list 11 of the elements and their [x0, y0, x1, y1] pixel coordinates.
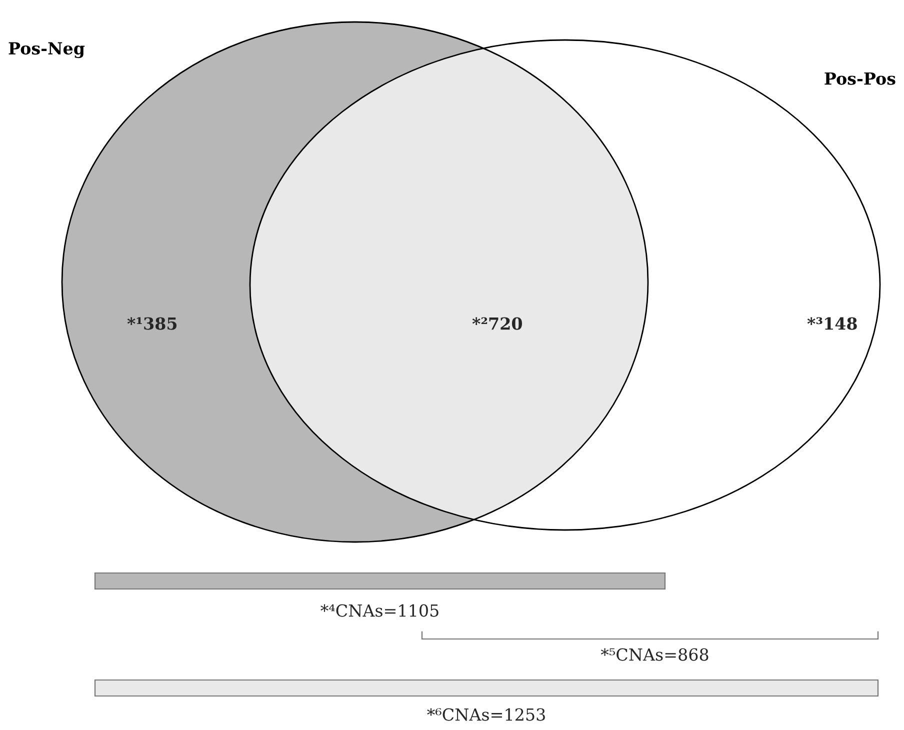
text: *⁶CNAs=1253 — [427, 708, 545, 721]
data-label: 720 — [489, 317, 522, 330]
text: Pos-Neg — [8, 42, 85, 58]
text: Pos-Pos — [824, 72, 896, 85]
text: *⁵CNAs=868 — [600, 648, 708, 661]
text: *⁴CNAs=1105 — [320, 604, 438, 617]
data-label: 385 — [144, 317, 177, 330]
category-label: *¹ — [127, 317, 142, 325]
category-label: *³ — [807, 317, 822, 325]
data-label: 148 — [825, 317, 857, 330]
category-label: *² — [472, 317, 488, 325]
